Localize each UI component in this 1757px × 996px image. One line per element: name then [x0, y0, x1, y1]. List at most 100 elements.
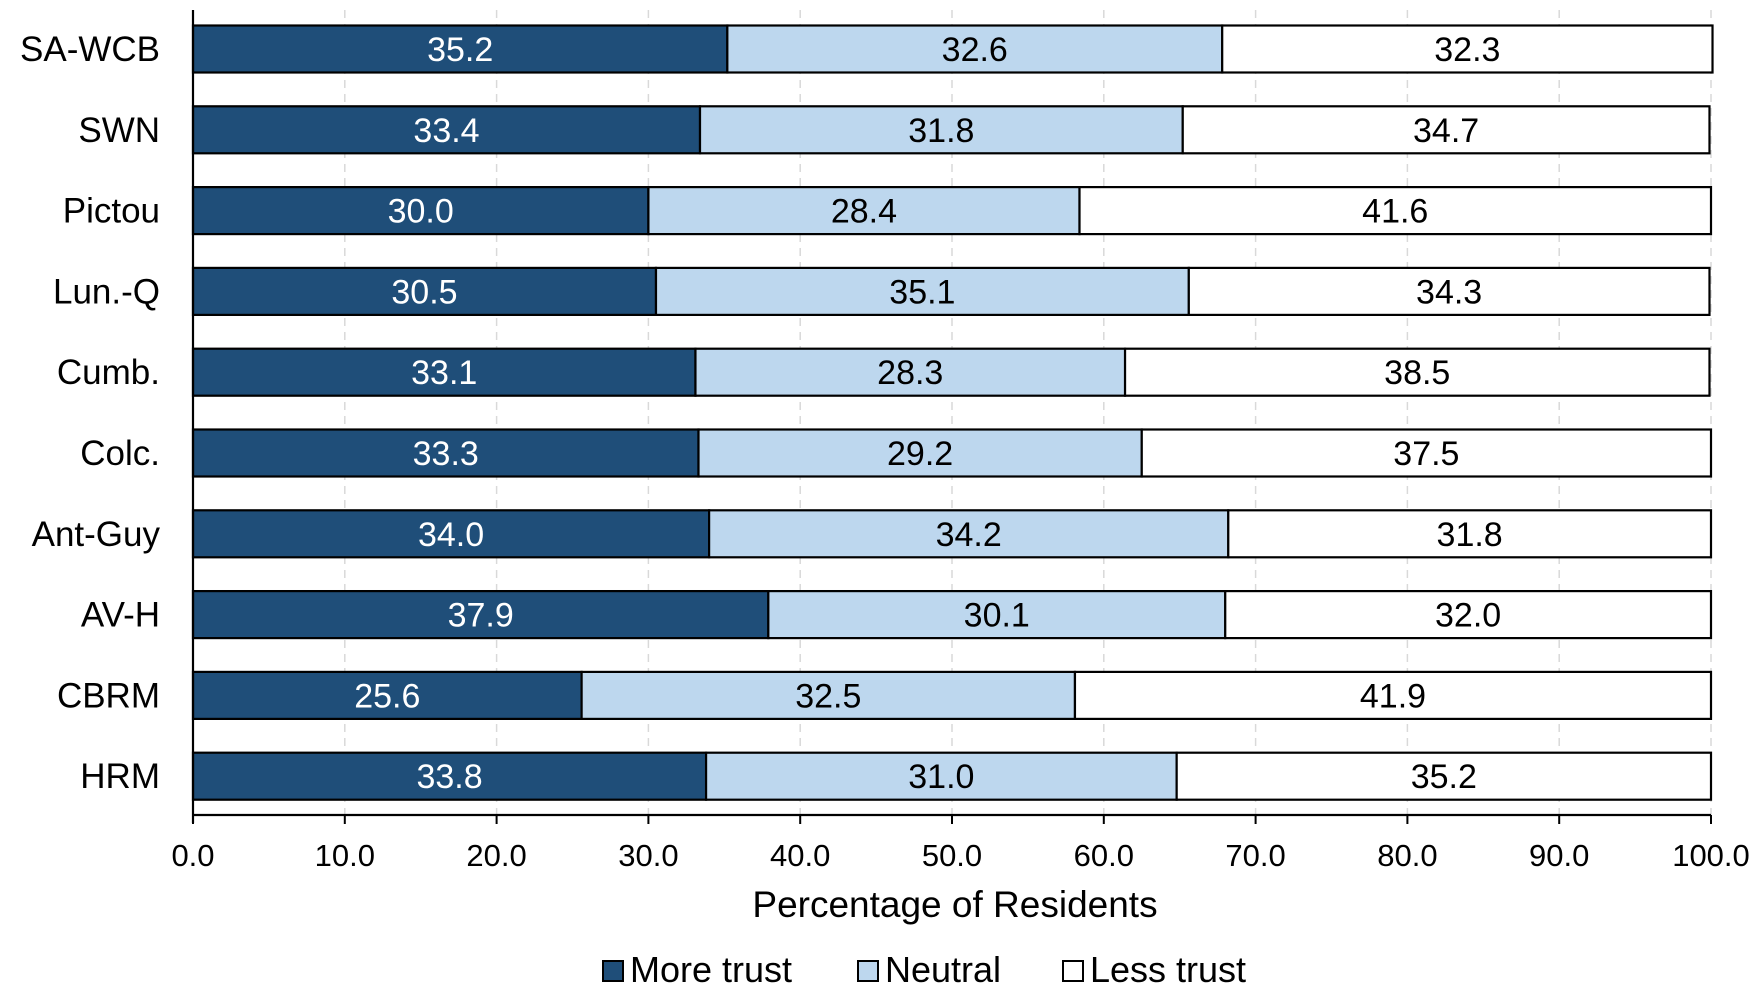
- bar-segment: [1221, 24, 1714, 74]
- x-tick-label: 0.0: [171, 838, 214, 873]
- bar-segment: [708, 509, 1230, 559]
- bar-row: 25.6 32.5 41.9: [191, 670, 1713, 721]
- bars: 35.2 32.6 32.3 33.4 31.8 34.7 30.0 28.4 41.6 30.5…: [191, 24, 1714, 801]
- data-label: 33.8: [416, 758, 482, 796]
- x-tick-label: 50.0: [922, 838, 982, 873]
- bar-segment: [191, 186, 650, 236]
- bar-row: 37.9 30.1 32.0: [191, 589, 1713, 640]
- bar-segment: [1187, 266, 1711, 316]
- legend-swatch: [1062, 960, 1084, 982]
- data-label: 32.6: [942, 31, 1008, 69]
- x-tick-label: 70.0: [1225, 838, 1285, 873]
- data-label: 33.4: [413, 112, 479, 150]
- category-label: Colc.: [80, 434, 160, 473]
- x-tick-label: 40.0: [770, 838, 830, 873]
- bar-segment: [647, 186, 1081, 236]
- bar-row: 33.8 31.0 35.2: [191, 751, 1713, 801]
- data-label: 28.3: [877, 354, 943, 392]
- x-tick-label: 10.0: [315, 838, 375, 873]
- data-label: 41.6: [1362, 193, 1428, 231]
- data-label: 33.1: [411, 354, 477, 392]
- category-label: SWN: [78, 111, 160, 150]
- bar-row: 35.2 32.6 32.3: [191, 24, 1714, 74]
- data-label: 32.3: [1434, 31, 1500, 69]
- legend-swatch: [602, 960, 624, 982]
- bar-segment: [191, 670, 583, 721]
- x-tick-label: 30.0: [618, 838, 678, 873]
- category-label: Pictou: [63, 192, 160, 231]
- bar-segment: [1140, 428, 1713, 478]
- bar-segment: [697, 428, 1143, 478]
- data-label: 30.0: [388, 193, 454, 231]
- data-label: 34.2: [936, 516, 1002, 554]
- data-label: 31.8: [1437, 516, 1503, 554]
- legend-item: Neutral: [857, 949, 1001, 990]
- x-tick-label: 80.0: [1377, 838, 1437, 873]
- legend-item: More trust: [602, 949, 792, 990]
- bar-segment: [1224, 589, 1713, 640]
- bar-row: 33.4 31.8 34.7: [191, 105, 1711, 155]
- data-label: 25.6: [354, 677, 420, 715]
- legend-item: Less trust: [1062, 949, 1246, 990]
- data-label: 38.5: [1384, 354, 1450, 392]
- bar-segment: [1073, 670, 1713, 721]
- bar-segment: [1227, 509, 1713, 559]
- data-label: 35.1: [889, 273, 955, 311]
- data-label: 30.1: [964, 597, 1030, 635]
- data-label: 35.2: [1411, 758, 1477, 796]
- bar-segment: [698, 105, 1184, 155]
- category-label: AV-H: [81, 596, 160, 635]
- category-label: Cumb.: [57, 353, 160, 392]
- bar-segment: [704, 751, 1178, 801]
- data-label: 33.3: [413, 435, 479, 473]
- data-label: 31.0: [908, 758, 974, 796]
- data-label: 29.2: [887, 435, 953, 473]
- category-label: SA-WCB: [20, 30, 160, 69]
- data-label: 41.9: [1360, 677, 1426, 715]
- bar-segment: [1175, 751, 1713, 801]
- legend-label: Neutral: [885, 949, 1001, 990]
- category-label: Lun.-Q: [53, 272, 160, 311]
- category-label: CBRM: [57, 676, 160, 715]
- bar-segment: [1181, 105, 1711, 155]
- bar-segment: [1123, 347, 1711, 397]
- bar-segment: [191, 347, 697, 397]
- data-label: 37.9: [448, 597, 514, 635]
- data-label: 34.3: [1416, 273, 1482, 311]
- bar-row: 30.5 35.1 34.3: [191, 266, 1711, 316]
- axes: SA-WCB SWN Pictou Lun.-Q Cumb. Colc. Ant-Guy AV…: [20, 10, 1750, 873]
- bar-segment: [767, 589, 1227, 640]
- bar-segment: [726, 24, 1224, 74]
- bar-segment: [191, 589, 770, 640]
- bar-segment: [694, 347, 1127, 397]
- data-label: 32.5: [795, 677, 861, 715]
- data-label: 31.8: [908, 112, 974, 150]
- category-label: HRM: [80, 757, 160, 796]
- x-tick-label: 90.0: [1529, 838, 1589, 873]
- x-tick-label: 20.0: [466, 838, 526, 873]
- data-label: 28.4: [831, 193, 897, 231]
- legend: More trust Neutral Less trust: [602, 949, 1246, 990]
- legend-label: Less trust: [1090, 949, 1246, 990]
- category-label: Ant-Guy: [32, 515, 161, 554]
- data-label: 32.0: [1435, 597, 1501, 635]
- data-label: 35.2: [427, 31, 493, 69]
- legend-label: More trust: [630, 949, 792, 990]
- data-label: 37.5: [1393, 435, 1459, 473]
- bar-segment: [1078, 186, 1713, 236]
- x-tick-label: 100.0: [1672, 838, 1750, 873]
- bar-segment: [191, 509, 711, 559]
- bar-row: 30.0 28.4 41.6: [191, 186, 1713, 236]
- data-label: 34.7: [1413, 112, 1479, 150]
- bar-row: 34.0 34.2 31.8: [191, 509, 1713, 559]
- data-label: 34.0: [418, 516, 484, 554]
- bar-segment: [191, 751, 708, 801]
- data-label: 30.5: [391, 273, 457, 311]
- legend-swatch: [857, 960, 879, 982]
- bar-row: 33.1 28.3 38.5: [191, 347, 1711, 397]
- x-axis-title: Percentage of Residents: [752, 884, 1157, 925]
- bar-row: 33.3 29.2 37.5: [191, 428, 1713, 478]
- bar-segment: [191, 266, 658, 316]
